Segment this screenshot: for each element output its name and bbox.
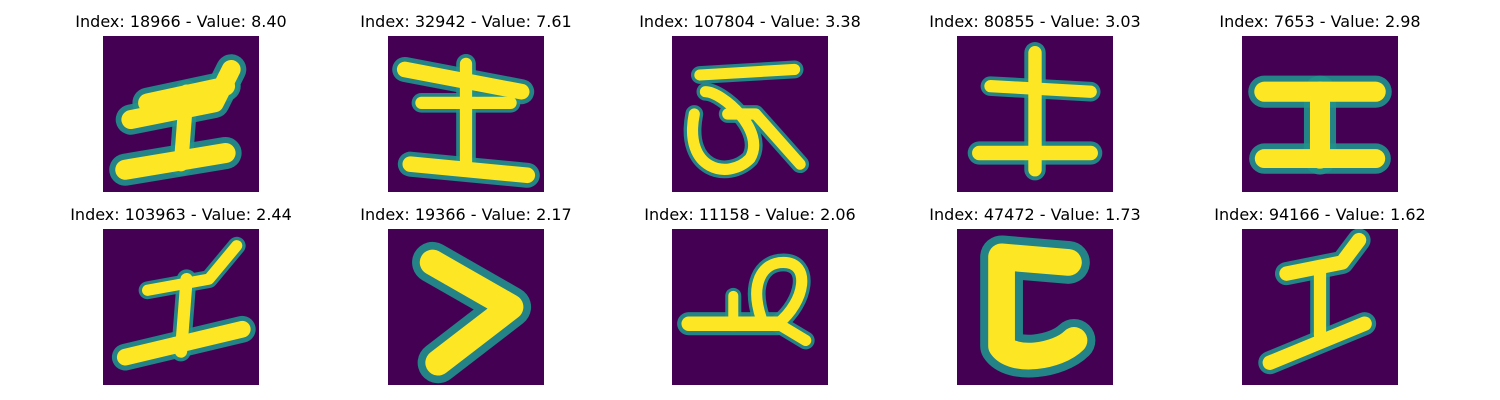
glyph-c-shape <box>980 235 1096 378</box>
glyph-ko-i-block <box>1248 75 1392 175</box>
glyph-chevron <box>412 241 532 384</box>
glyph-stroke <box>1279 232 1367 281</box>
glyph-tsuchi <box>392 54 540 188</box>
panel-title: Index: 47472 - Value: 1.73 <box>929 205 1141 224</box>
character-image <box>388 229 544 385</box>
character-image <box>1242 36 1398 192</box>
glyph-stroke <box>694 63 801 81</box>
glyph-stroke <box>722 108 806 170</box>
glyph-stroke <box>1262 316 1372 370</box>
character-image <box>672 36 828 192</box>
glyph-stroke <box>402 156 536 184</box>
panel-title: Index: 32942 - Value: 7.61 <box>360 12 572 31</box>
glyph-ro-loop <box>683 60 810 179</box>
character-image <box>103 229 259 385</box>
panel-title: Index: 94166 - Value: 1.62 <box>1214 205 1426 224</box>
glyph-stroke <box>419 249 524 376</box>
glyph-loop-base <box>677 253 815 350</box>
character-image <box>1242 229 1398 385</box>
panel-title: Index: 11158 - Value: 2.06 <box>644 205 856 224</box>
glyph-stroke <box>984 80 1097 98</box>
panel-title: Index: 103963 - Value: 2.44 <box>70 205 292 224</box>
character-image <box>672 229 828 385</box>
glyph-stroke <box>141 240 243 296</box>
glyph-stroke <box>751 256 812 346</box>
panel-title: Index: 107804 - Value: 3.38 <box>639 12 861 31</box>
character-image <box>957 229 1113 385</box>
glyph-stroke <box>116 320 251 366</box>
glyph-ko-i <box>109 54 247 186</box>
panel-title: Index: 19366 - Value: 2.17 <box>360 205 572 224</box>
glyph-ko-i-slanted <box>111 236 256 371</box>
panel-title: Index: 7653 - Value: 2.98 <box>1219 12 1421 31</box>
glyph-stroke <box>115 142 236 180</box>
character-image <box>388 36 544 192</box>
panel-title: Index: 80855 - Value: 3.03 <box>929 12 1141 31</box>
character-image <box>957 36 1113 192</box>
panel-title: Index: 18966 - Value: 8.40 <box>75 12 287 31</box>
character-image <box>103 36 259 192</box>
glyph-stroke <box>988 243 1088 370</box>
glyph-tsuchi-cross <box>967 42 1103 181</box>
glyph-stroke <box>687 86 760 175</box>
glyph-ko-i-thin <box>1258 229 1377 375</box>
